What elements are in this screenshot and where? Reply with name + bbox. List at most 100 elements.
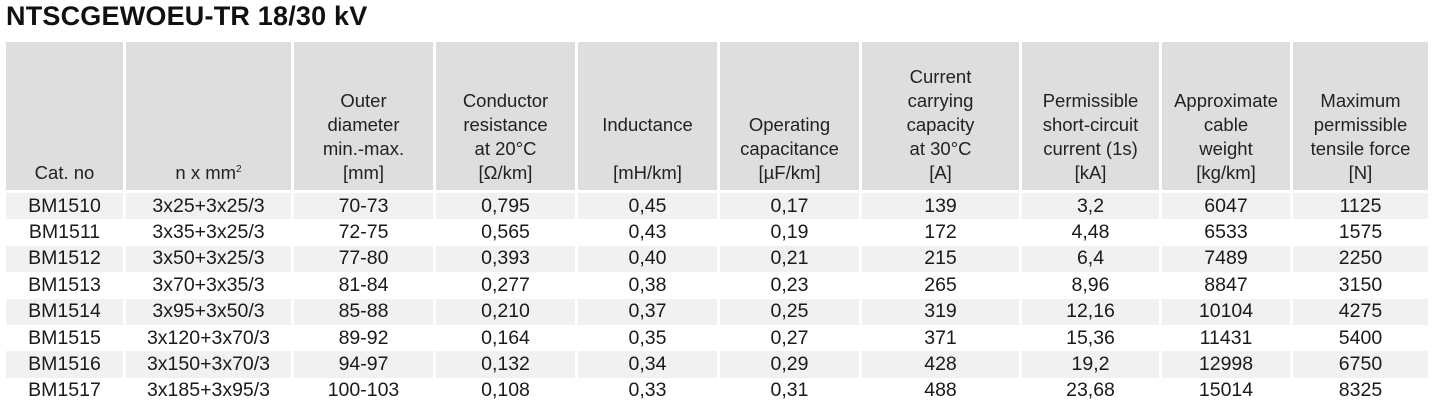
table-cell: BM1511	[6, 219, 123, 246]
column-header-line: n x mm2	[175, 162, 242, 183]
column-header-line: [kg/km]	[1196, 162, 1256, 183]
table-cell: 139	[859, 190, 1019, 220]
table-cell: 0,40	[575, 245, 717, 273]
table-cell: 94-97	[291, 351, 433, 378]
column-header-line: diameter	[327, 114, 400, 135]
table-cell: 0,19	[717, 219, 859, 246]
table-cell: 8325	[1290, 377, 1428, 405]
table-cell: 0,33	[575, 377, 717, 405]
table-cell: 0,795	[433, 190, 575, 220]
column-header: Maximum permissible tensile force [N]	[1290, 42, 1428, 190]
table-cell: 215	[859, 245, 1019, 273]
column-header-line: min.-max.	[322, 138, 405, 159]
table-cell: 8847	[1159, 272, 1290, 299]
column-header-line: short-circuit	[1042, 114, 1139, 135]
column-header-line: [Ω/km]	[478, 162, 533, 183]
column-header-line: Permissible	[1042, 90, 1139, 111]
table-cell: 0,34	[575, 351, 717, 378]
table-row: BM1513 3x70+3x35/3 81-84 0,277 0,38 0,23 265 8,…	[6, 272, 1428, 299]
table-cell: BM1510	[6, 190, 123, 220]
table-cell: 11431	[1159, 324, 1290, 352]
column-header-line: Cat. no	[34, 162, 95, 183]
table-row: BM1510 3x25+3x25/3 70-73 0,795 0,45 0,17 139 3,…	[6, 190, 1428, 220]
table-cell: 3x95+3x50/3	[123, 298, 291, 325]
table-cell: 72-75	[291, 219, 433, 246]
column-header-line: [N]	[1348, 162, 1373, 183]
column-header-line: capacitance	[740, 138, 839, 159]
table-cell: 0,43	[575, 219, 717, 246]
table-cell: 0,45	[575, 190, 717, 220]
table-cell: 3x150+3x70/3	[123, 351, 291, 378]
table-cell: 0,21	[717, 245, 859, 273]
table-cell: 0,37	[575, 298, 717, 325]
table-cell: 12998	[1159, 351, 1290, 378]
column-header: Outer diameter min.-max. [mm]	[291, 42, 433, 190]
column-header-line: current (1s)	[1043, 138, 1138, 159]
table-cell: 23,68	[1019, 377, 1159, 405]
table-cell: 3x70+3x35/3	[123, 272, 291, 299]
table-cell: 265	[859, 272, 1019, 299]
column-header: Operating capacitance [µF/km]	[717, 42, 859, 190]
table-cell: 10104	[1159, 298, 1290, 325]
table-cell: BM1517	[6, 377, 123, 405]
column-header-line: Approximate	[1174, 90, 1278, 111]
table-cell: 3x185+3x95/3	[123, 377, 291, 405]
column-header-line: tensile force	[1310, 138, 1411, 159]
table-cell: 6533	[1159, 219, 1290, 246]
table-row: BM1516 3x150+3x70/3 94-97 0,132 0,34 0,29 428 1…	[6, 351, 1428, 378]
table-cell: 5400	[1290, 324, 1428, 352]
column-header-line: [A]	[929, 162, 952, 183]
table-cell: 0,25	[717, 298, 859, 325]
table-cell: 15014	[1159, 377, 1290, 405]
table-cell: 4275	[1290, 298, 1428, 325]
table-cell: BM1514	[6, 298, 123, 325]
column-header: Inductance [mH/km]	[575, 42, 717, 190]
table-cell: 488	[859, 377, 1019, 405]
table-cell: 8,96	[1019, 272, 1159, 299]
table-row: BM1517 3x185+3x95/3 100-103 0,108 0,33 0,31 48…	[6, 377, 1428, 405]
table-cell: 0,164	[433, 324, 575, 352]
table-cell: 3x25+3x25/3	[123, 190, 291, 220]
table-cell: 3,2	[1019, 190, 1159, 220]
column-header-line: resistance	[463, 114, 548, 135]
column-header-line: Inductance	[602, 114, 693, 135]
column-header: Current carrying capacity at 30°C [A]	[859, 42, 1019, 190]
table-cell: 0,38	[575, 272, 717, 299]
table-cell: 81-84	[291, 272, 433, 299]
table-cell: 0,29	[717, 351, 859, 378]
column-header: Conductor resistance at 20°C [Ω/km]	[433, 42, 575, 190]
column-header-line: Outer	[340, 90, 387, 111]
table-cell: 371	[859, 324, 1019, 352]
table-cell: 0,27	[717, 324, 859, 352]
column-header-line: Maximum	[1320, 90, 1401, 111]
column-header-line: Conductor	[462, 90, 549, 111]
table-cell: 0,108	[433, 377, 575, 405]
superscript: 2	[236, 164, 242, 175]
table-cell: 3150	[1290, 272, 1428, 299]
column-header-line: weight	[1199, 138, 1253, 159]
column-header-line: [mm]	[342, 162, 385, 183]
column-header-line: at 20°C	[474, 138, 537, 159]
column-header: n x mm2	[123, 42, 291, 190]
table-cell: 0,565	[433, 219, 575, 246]
table-cell: BM1515	[6, 324, 123, 352]
column-header-line	[580, 137, 715, 161]
table-cell: BM1512	[6, 245, 123, 273]
table-cell: 7489	[1159, 245, 1290, 273]
column-header-line: carrying	[907, 90, 974, 111]
table-cell: 85-88	[291, 298, 433, 325]
table-cell: 12,16	[1019, 298, 1159, 325]
column-header: Permissible short-circuit current (1s) [kA]	[1019, 42, 1159, 190]
table-cell: 77-80	[291, 245, 433, 273]
table-cell: 0,210	[433, 298, 575, 325]
table-cell: 0,23	[717, 272, 859, 299]
table-cell: 2250	[1290, 245, 1428, 273]
table-cell: 6047	[1159, 190, 1290, 220]
column-header-line: at 30°C	[909, 138, 972, 159]
table-cell: 3x120+3x70/3	[123, 324, 291, 352]
table-cell: 0,35	[575, 324, 717, 352]
column-header: Cat. no	[6, 42, 123, 190]
table-row: BM1515 3x120+3x70/3 89-92 0,164 0,35 0,27 371 1…	[6, 324, 1428, 352]
column-header: Approximate cable weight [kg/km]	[1159, 42, 1290, 190]
table-cell: BM1513	[6, 272, 123, 299]
